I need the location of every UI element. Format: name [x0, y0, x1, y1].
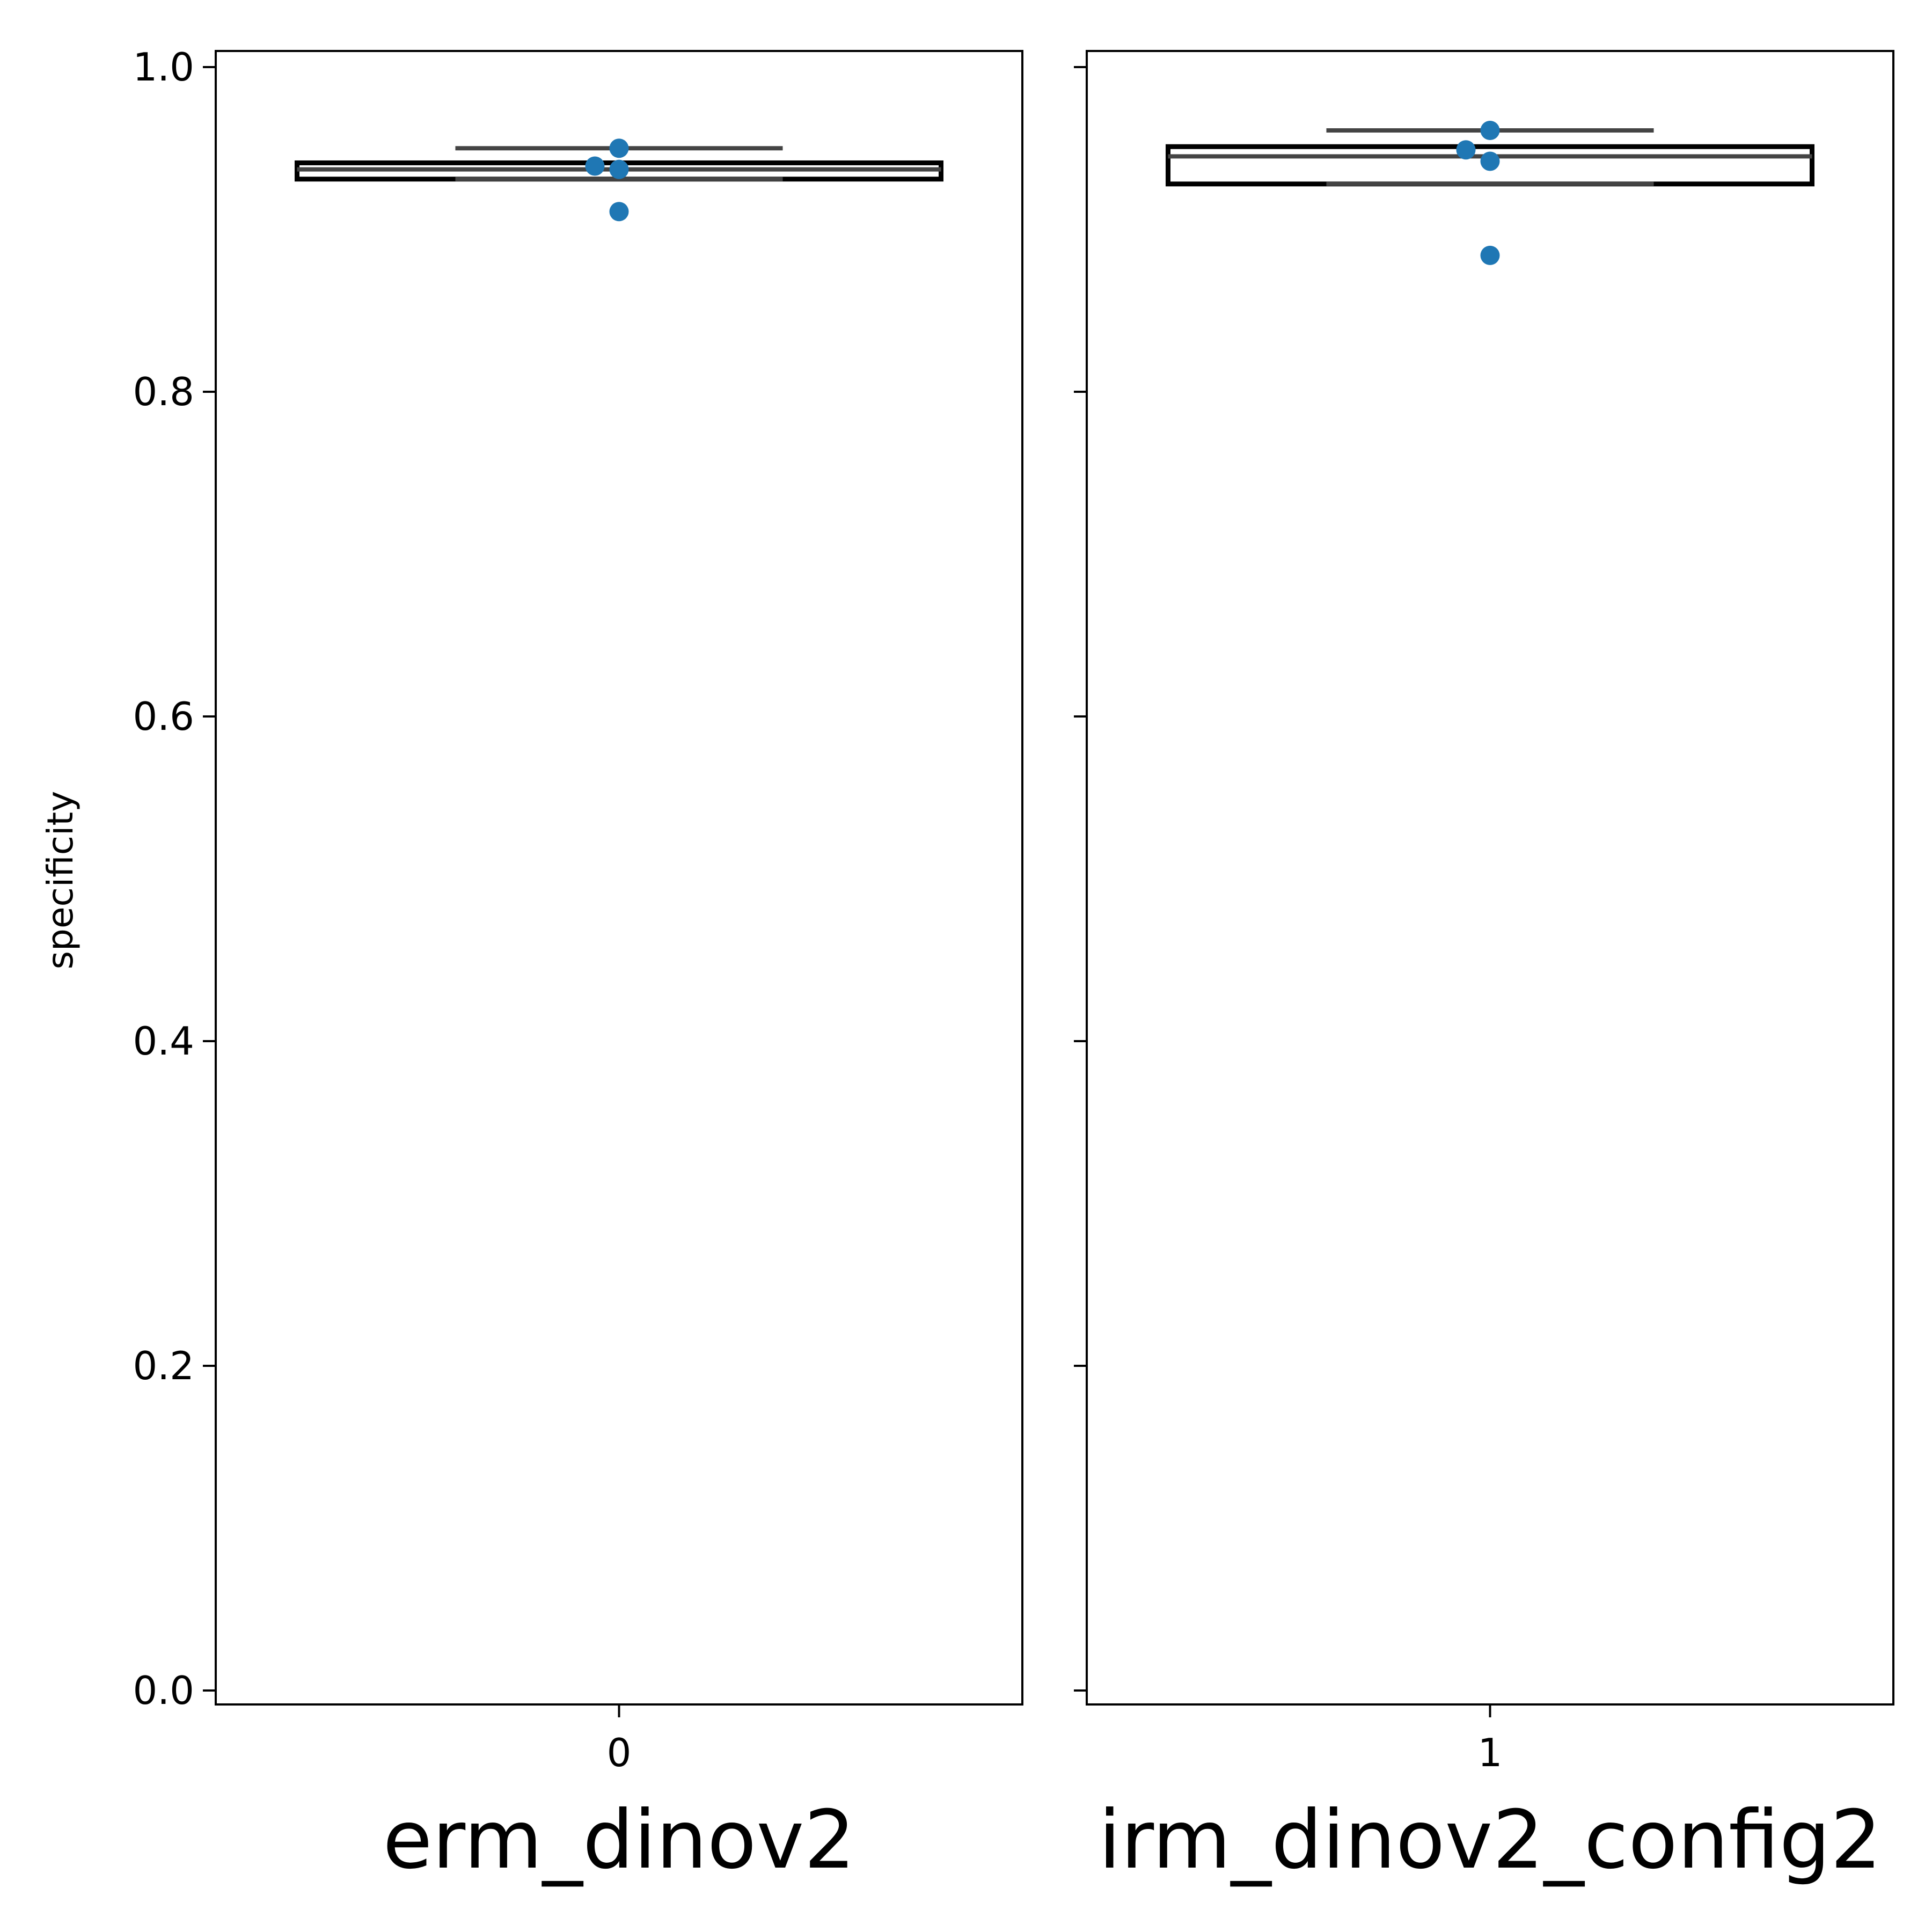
- y-tick-label: 0.6: [133, 694, 194, 739]
- y-tick-label: 0.0: [133, 1668, 194, 1713]
- x-tick-label: 1: [1478, 1730, 1503, 1775]
- data-point: [585, 156, 605, 176]
- x-tick-label: 0: [607, 1730, 632, 1775]
- data-point: [609, 159, 629, 179]
- y-tick-label: 0.2: [133, 1343, 194, 1388]
- y-tick-label: 0.4: [133, 1019, 194, 1064]
- category-label: erm_dinov2: [383, 1794, 855, 1887]
- panel-irm_dinov2_config2: 1 irm_dinov2_config2: [1074, 50, 1894, 1887]
- data-point: [609, 202, 629, 222]
- y-axis-title: specificity: [40, 791, 81, 970]
- data-point: [609, 138, 629, 158]
- y-tick-label: 0.8: [133, 369, 194, 414]
- data-point: [1480, 151, 1500, 171]
- panel-erm_dinov2: 0.0 0.2 0.4 0.6 0.8 1.0 0 erm_dinov2: [133, 45, 1023, 1887]
- panel-frame: [1086, 50, 1894, 1706]
- y-tick-label: 1.0: [133, 45, 194, 90]
- data-point: [1480, 245, 1500, 265]
- category-label: irm_dinov2_config2: [1099, 1794, 1882, 1887]
- data-point: [1456, 140, 1476, 160]
- panel-frame: [215, 50, 1023, 1706]
- panels: 0.0 0.2 0.4 0.6 0.8 1.0 0 erm_dinov2 1 irm_dinov2…: [133, 45, 1894, 1887]
- data-point: [1480, 120, 1500, 140]
